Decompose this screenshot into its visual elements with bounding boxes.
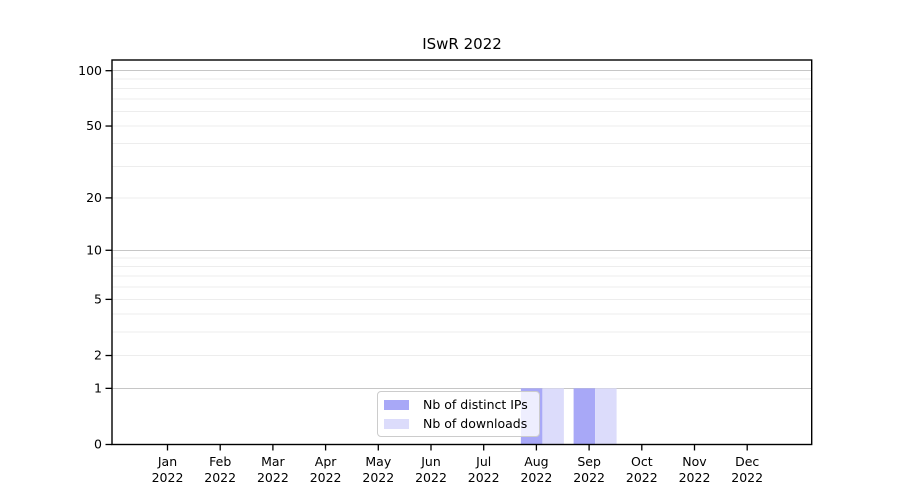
x-tick-label-year: 2022	[257, 470, 289, 485]
x-tick-label-year: 2022	[415, 470, 447, 485]
x-tick-label-month: Feb	[209, 454, 231, 469]
x-tick-label-month: Oct	[631, 454, 653, 469]
legend-label-distinct-ips: Nb of distinct IPs	[423, 397, 528, 412]
y-tick-label: 50	[86, 118, 102, 133]
y-tick-label: 10	[86, 242, 102, 257]
bar-downloads	[542, 388, 564, 445]
x-tick-label-year: 2022	[310, 470, 342, 485]
x-tick-label-month: Aug	[524, 454, 548, 469]
legend-swatch-distinct-ips	[384, 399, 409, 410]
x-tick-label-year: 2022	[626, 470, 658, 485]
x-tick-label-month: May	[365, 454, 391, 469]
y-tick-label: 20	[86, 190, 102, 205]
x-tick-label-year: 2022	[362, 470, 394, 485]
y-tick-label: 100	[78, 63, 102, 78]
bar-downloads	[595, 388, 617, 445]
bar-distinct-ips	[573, 388, 596, 445]
chart-title: ISwR 2022	[422, 35, 502, 53]
x-tick-label-month: Jun	[420, 454, 441, 469]
x-tick-label-year: 2022	[520, 470, 552, 485]
x-tick-label-year: 2022	[573, 470, 605, 485]
x-tick-label-month: Apr	[315, 454, 337, 469]
legend-item-downloads: Nb of downloads	[384, 416, 533, 432]
legend-label-downloads: Nb of downloads	[423, 416, 528, 431]
x-tick-label-year: 2022	[152, 470, 184, 485]
legend: Nb of distinct IPs Nb of downloads	[377, 391, 540, 437]
y-tick-label: 0	[94, 437, 102, 452]
y-tick-label: 1	[94, 381, 102, 396]
x-tick-label-year: 2022	[204, 470, 236, 485]
x-tick-label-month: Sep	[577, 454, 601, 469]
x-tick-label-month: Jan	[157, 454, 177, 469]
x-tick-label-year: 2022	[731, 470, 763, 485]
x-tick-label-month: Dec	[735, 454, 759, 469]
x-tick-label-year: 2022	[468, 470, 500, 485]
legend-item-distinct-ips: Nb of distinct IPs	[384, 397, 533, 413]
x-tick-label-month: Nov	[682, 454, 707, 469]
y-tick-label: 2	[94, 348, 102, 363]
legend-swatch-downloads	[384, 418, 409, 429]
y-tick-label: 5	[94, 292, 102, 307]
x-tick-label-month: Mar	[261, 454, 285, 469]
x-tick-label-year: 2022	[679, 470, 711, 485]
x-tick-label-month: Jul	[475, 454, 491, 469]
plot-border	[111, 59, 813, 446]
